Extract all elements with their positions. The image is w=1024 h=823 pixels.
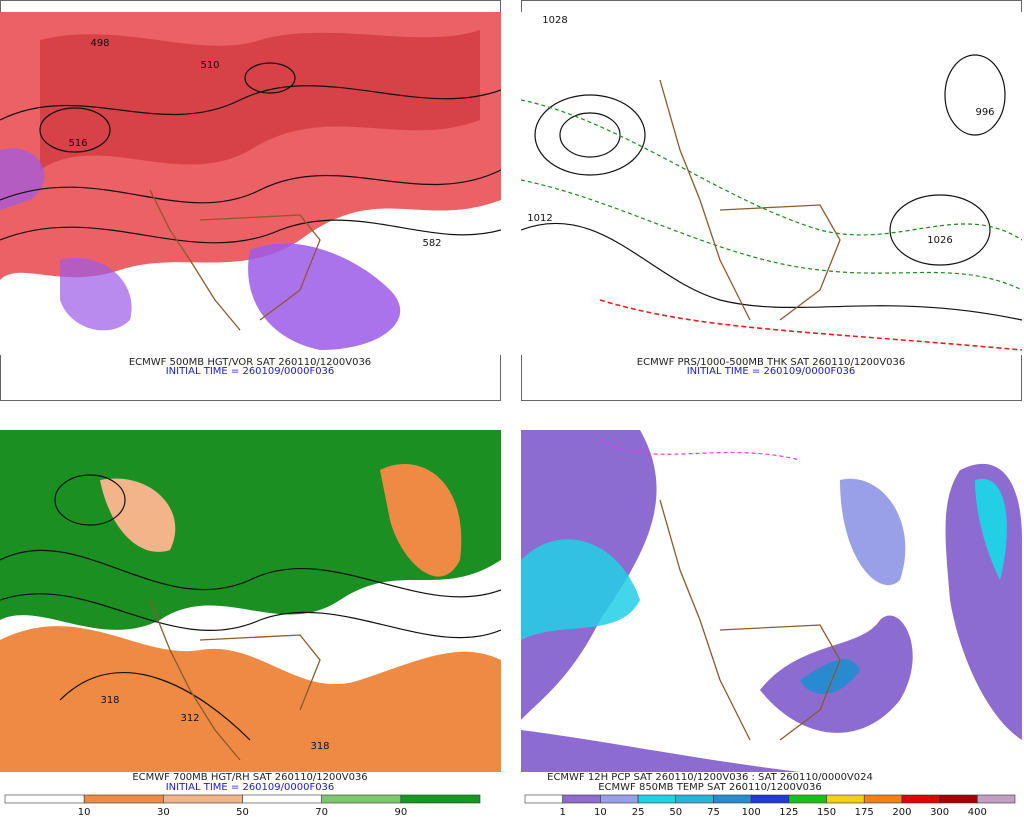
colorbar-label: 300 <box>930 807 949 818</box>
colorbar-box <box>83 794 164 804</box>
colorbar-box <box>600 794 639 804</box>
map-caption: ECMWF 700MB HGT/RH SAT 260110/1200V036 <box>132 772 367 783</box>
colorbar-box <box>163 794 243 804</box>
colorbar-box <box>675 794 714 804</box>
contour-label: 516 <box>68 138 87 149</box>
colorbar-label: 30 <box>157 807 170 818</box>
colorbar-label: 90 <box>394 807 407 818</box>
contour-label: 582 <box>422 238 441 249</box>
colorbar-label: 50 <box>236 807 249 818</box>
map-precip <box>521 430 1022 772</box>
colorbar-label: 10 <box>78 807 91 818</box>
contour-label: 1026 <box>927 235 952 246</box>
colorbar-label: 70 <box>315 807 328 818</box>
colorbar-box <box>750 794 790 804</box>
colorbar-box <box>977 794 1016 804</box>
colorbar-label: 125 <box>779 807 798 818</box>
contour-label: 1012 <box>527 213 552 224</box>
colorbar-box <box>826 794 865 804</box>
map-500mb <box>0 12 501 355</box>
initial-time: ECMWF 850MB TEMP SAT 260110/1200V036 <box>598 782 822 793</box>
colorbar-box <box>863 794 903 804</box>
map-caption: ECMWF 500MB HGT/VOR SAT 260110/1200V036 <box>129 357 371 368</box>
map-caption: ECMWF 12H PCP SAT 260110/1200V036 : SAT … <box>547 772 873 783</box>
contour-label: 996 <box>975 107 994 118</box>
initial-time: INITIAL TIME = 260109/0000F036 <box>687 366 856 377</box>
colorbar-label: 1 <box>560 807 566 818</box>
colorbar-label: 100 <box>742 807 761 818</box>
contour-label: 1028 <box>542 15 567 26</box>
colorbar-label: 175 <box>855 807 874 818</box>
contour-label: 318 <box>100 695 119 706</box>
colorbar-box <box>400 794 481 804</box>
colorbar-box <box>524 794 563 804</box>
colorbar-box <box>562 794 601 804</box>
colorbar-box <box>939 794 978 804</box>
colorbar-box <box>321 794 402 804</box>
colorbar-label: 10 <box>594 807 607 818</box>
colorbar-label: 25 <box>632 807 645 818</box>
contour-label: 312 <box>180 713 199 724</box>
initial-time: INITIAL TIME = 260109/0000F036 <box>166 782 335 793</box>
colorbar-label: 75 <box>707 807 720 818</box>
colorbar-label: 50 <box>669 807 682 818</box>
map-surface <box>521 12 1022 355</box>
initial-time: INITIAL TIME = 260109/0000F036 <box>166 366 335 377</box>
colorbar-box <box>788 794 827 804</box>
contour-label: 498 <box>90 38 109 49</box>
map-700mb <box>0 430 501 772</box>
colorbar-label: 200 <box>892 807 911 818</box>
map-caption: ECMWF PRS/1000-500MB THK SAT 260110/1200… <box>637 357 905 368</box>
colorbar-box <box>4 794 85 804</box>
colorbar-box <box>713 794 752 804</box>
colorbar-box <box>242 794 322 804</box>
contour-label: 318 <box>310 741 329 752</box>
colorbar-label: 150 <box>817 807 836 818</box>
colorbar-box <box>637 794 677 804</box>
colorbar-label: 400 <box>968 807 987 818</box>
colorbar-box <box>901 794 940 804</box>
contour-label: 510 <box>200 60 219 71</box>
